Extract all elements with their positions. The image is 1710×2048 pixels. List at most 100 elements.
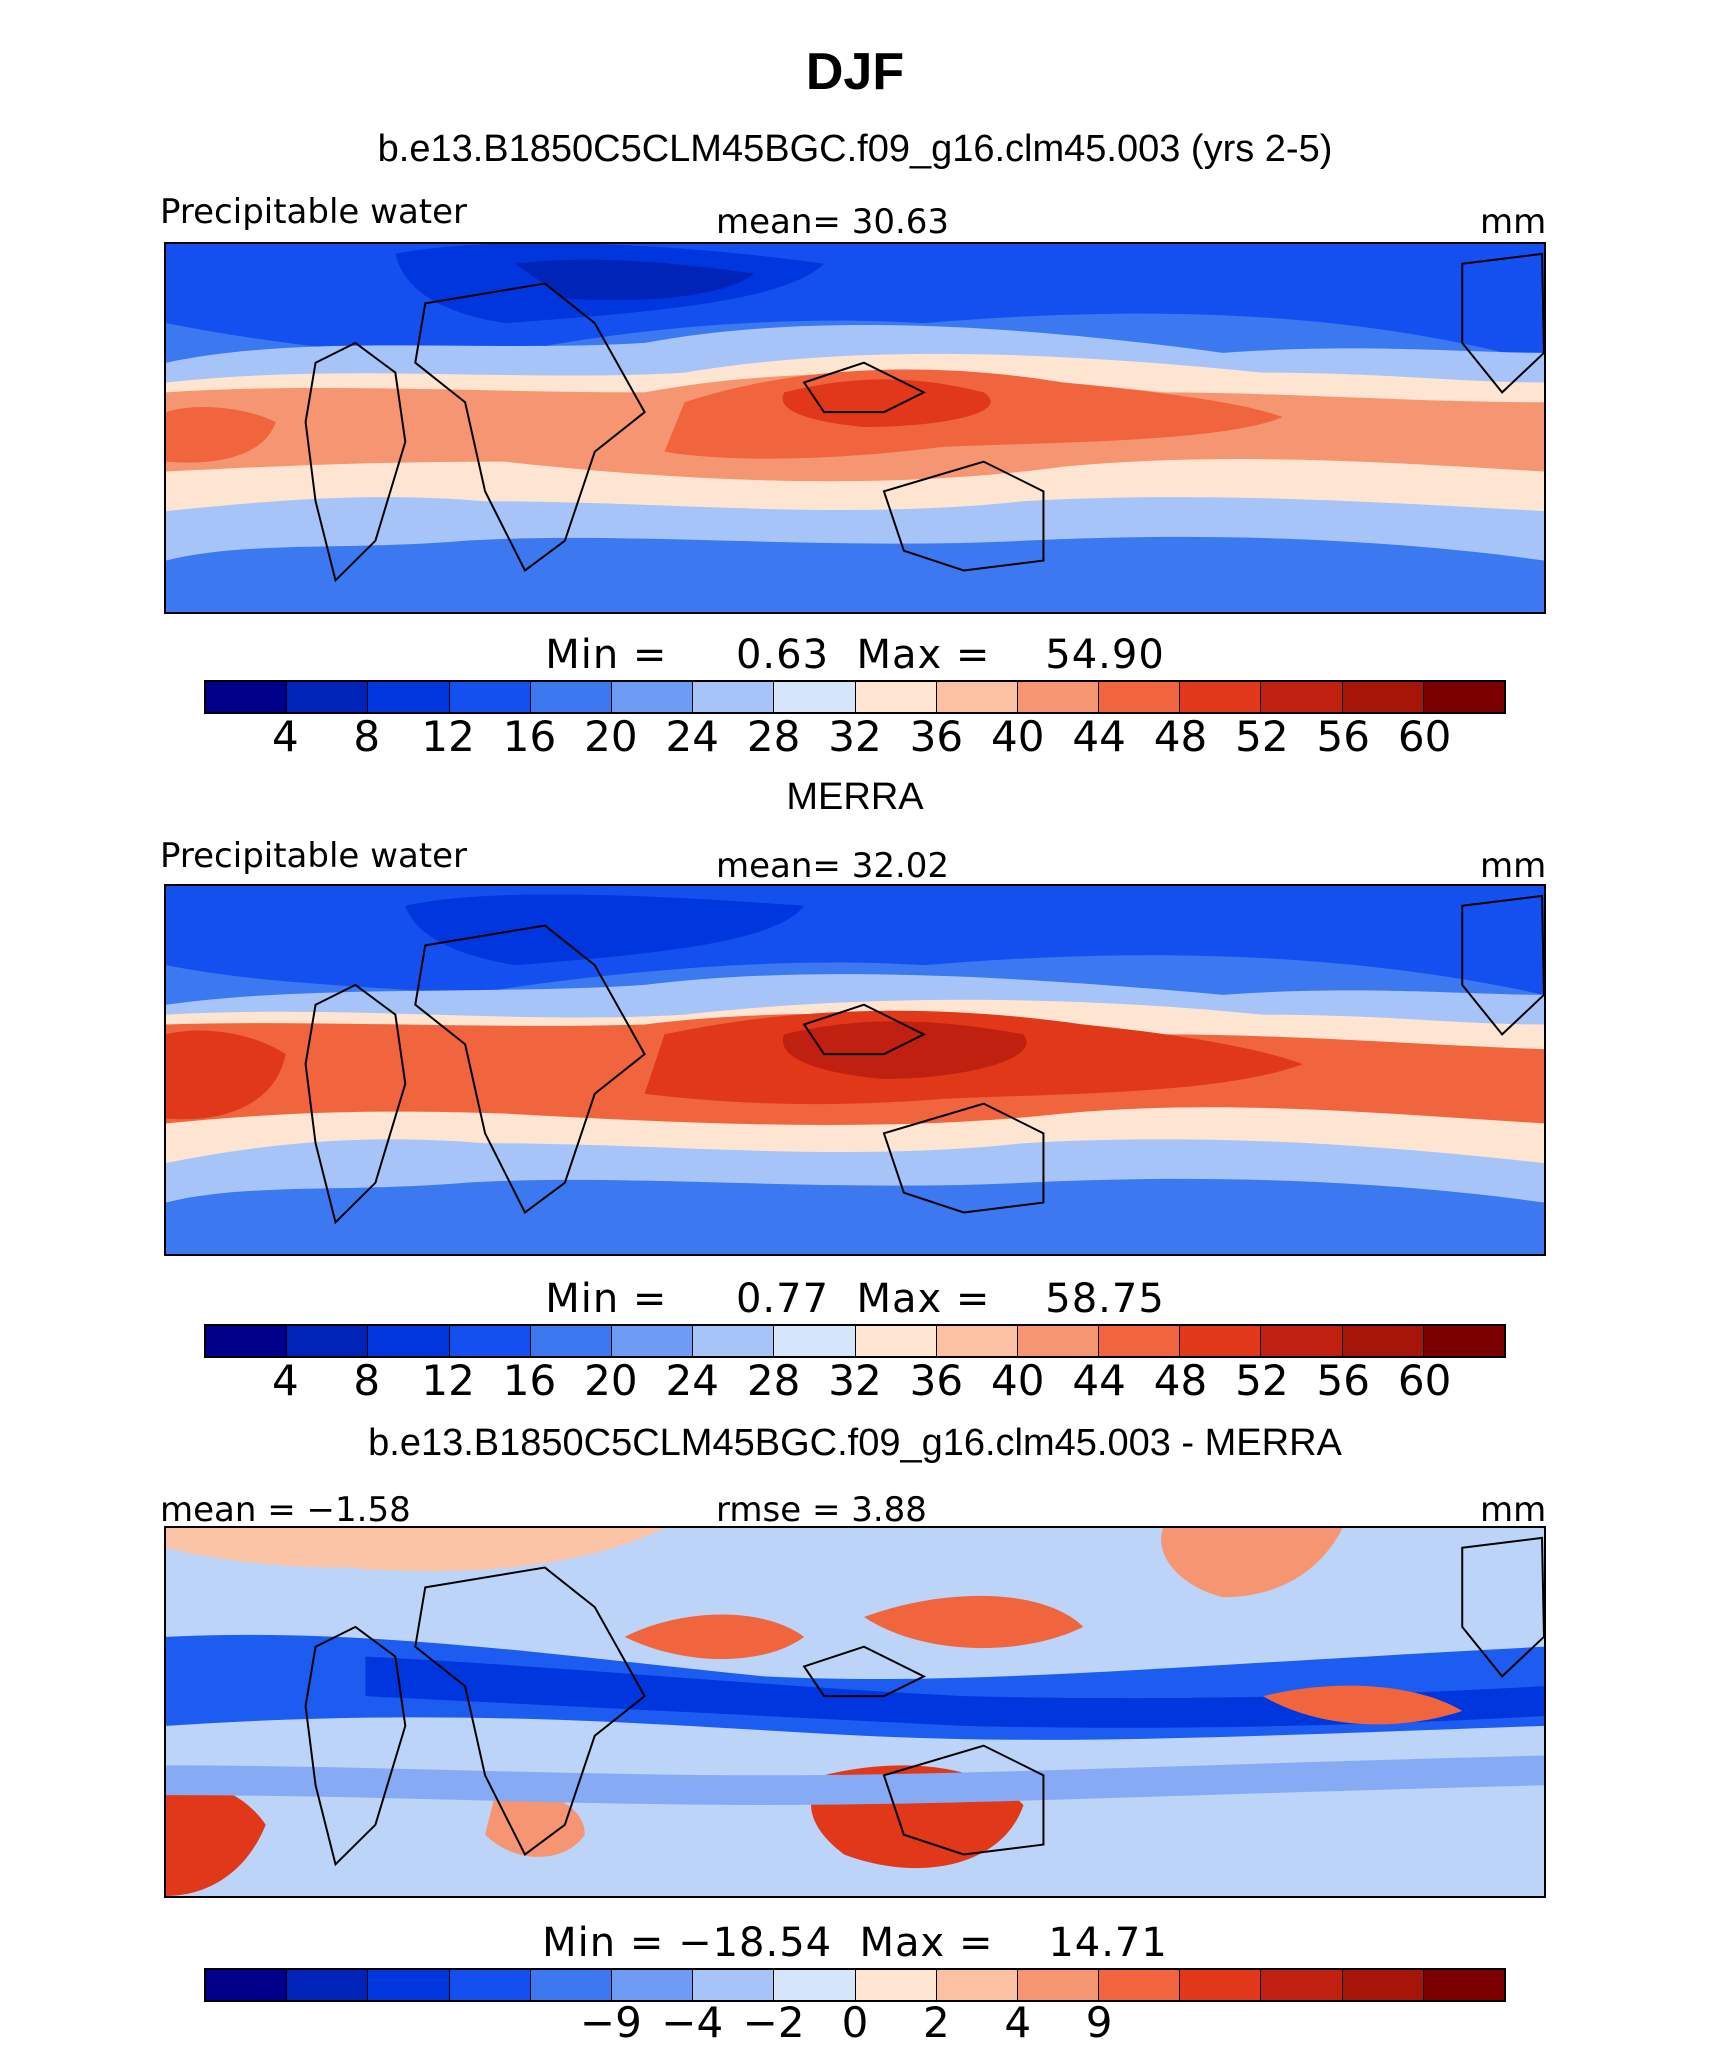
colorbar-box	[530, 1970, 612, 2000]
colorbar-box	[1342, 682, 1424, 712]
panel-3-field	[166, 1528, 1544, 1896]
colorbar-tick-label: 0	[841, 1998, 869, 2047]
colorbar-tick-label: 40	[991, 1356, 1045, 1405]
colorbar-box	[206, 682, 288, 712]
colorbar-tick-label: 2	[923, 1998, 950, 2047]
panel-1-variable-label: Precipitable water	[160, 192, 468, 232]
colorbar-box	[1261, 682, 1343, 712]
colorbar-box	[1423, 682, 1504, 712]
colorbar-tick-label: 4	[272, 712, 299, 761]
colorbar-tick-label: 12	[421, 712, 475, 761]
panel-1-colorbar-ticks: 4 8 12 16 20 24 28 32 36 40 44 48 52 56 60	[204, 712, 1506, 761]
colorbar-box	[693, 1326, 775, 1356]
colorbar-tick-label: 8	[353, 712, 381, 761]
colorbar-tick-label: −2	[742, 1998, 805, 2047]
panel-3-title: b.e13.B1850C5CLM45BGC.f09_g16.clm45.003 …	[368, 1422, 1342, 1464]
colorbar-box	[693, 1970, 775, 2000]
panel-1-field	[166, 244, 1544, 612]
colorbar-box	[287, 1970, 369, 2000]
colorbar-tick-label: 52	[1235, 1356, 1289, 1405]
colorbar-tick-label: 44	[1072, 1356, 1126, 1405]
figure-title: DJF	[805, 43, 905, 101]
colorbar-tick-label: 56	[1316, 1356, 1370, 1405]
colorbar-tick-label: 32	[828, 712, 882, 761]
colorbar-box	[1423, 1326, 1504, 1356]
colorbar-box	[368, 1326, 450, 1356]
colorbar-box	[936, 1326, 1018, 1356]
colorbar-box	[1261, 1326, 1343, 1356]
panel-3-rmse-label: rmse = 3.88	[716, 1490, 927, 1530]
panel-1-map	[164, 242, 1546, 614]
colorbar-tick-label: 9	[1085, 1998, 1113, 2047]
colorbar-tick-label: 60	[1397, 1356, 1452, 1405]
colorbar-tick-label: −4	[661, 1998, 724, 2047]
colorbar-box	[206, 1326, 288, 1356]
colorbar-box	[530, 1326, 612, 1356]
colorbar-box	[1423, 1970, 1504, 2000]
colorbar-box	[774, 1970, 856, 2000]
panel-2-units-label: mm	[1480, 846, 1547, 886]
colorbar-box	[693, 682, 775, 712]
panel-2-title: MERRA	[786, 776, 924, 818]
colorbar-box	[1017, 1326, 1100, 1356]
colorbar-tick-label: 36	[909, 1356, 964, 1405]
colorbar-box	[611, 682, 694, 712]
colorbar-tick-label: 20	[584, 1356, 638, 1405]
colorbar-tick-label: 24	[665, 712, 719, 761]
panel-2-minmax: Min = 0.77 Max = 58.75	[545, 1276, 1165, 1322]
panel-3-colorbar-ticks: −9 −4 −2 0 2 4 9	[204, 1998, 1506, 2047]
panel-3-units-label: mm	[1480, 1490, 1547, 1530]
colorbar-tick-label: 60	[1397, 712, 1452, 761]
panel-1-colorbar	[204, 680, 1506, 714]
colorbar-box	[936, 1970, 1018, 2000]
panel-1-title: b.e13.B1850C5CLM45BGC.f09_g16.clm45.003 …	[377, 128, 1333, 170]
colorbar-tick-label: 4	[272, 1356, 299, 1405]
colorbar-box	[936, 682, 1018, 712]
colorbar-box	[1099, 682, 1181, 712]
colorbar-box	[206, 1970, 288, 2000]
colorbar-box	[1180, 682, 1262, 712]
colorbar-box	[855, 682, 937, 712]
colorbar-box	[287, 682, 369, 712]
colorbar-tick-label: 48	[1153, 712, 1208, 761]
colorbar-tick-label: 28	[746, 712, 801, 761]
colorbar-box	[774, 1326, 856, 1356]
panel-2-colorbar	[204, 1324, 1506, 1358]
colorbar-box	[449, 682, 531, 712]
colorbar-tick-label: 20	[584, 712, 638, 761]
colorbar-box	[1180, 1326, 1262, 1356]
colorbar-box	[1017, 1970, 1100, 2000]
colorbar-tick-label: 56	[1316, 712, 1370, 761]
colorbar-box	[774, 682, 856, 712]
colorbar-tick-label: 12	[421, 1356, 475, 1405]
colorbar-box	[1099, 1326, 1181, 1356]
colorbar-tick-label: 40	[991, 712, 1045, 761]
panel-1-units-label: mm	[1480, 202, 1547, 242]
colorbar-tick-label: 4	[1004, 1998, 1032, 2047]
colorbar-box	[530, 682, 612, 712]
colorbar-tick-label: 44	[1072, 712, 1126, 761]
colorbar-tick-label: 36	[909, 712, 964, 761]
colorbar-box	[855, 1970, 937, 2000]
panel-2-field	[166, 886, 1544, 1254]
panel-3-mean-label: mean = −1.58	[160, 1490, 411, 1530]
panel-2-variable-label: Precipitable water	[160, 836, 468, 876]
panel-3-colorbar	[204, 1968, 1506, 2002]
colorbar-tick-label: 16	[502, 712, 557, 761]
colorbar-box	[449, 1970, 531, 2000]
panel-2-mean-label: mean= 32.02	[716, 846, 950, 886]
panel-1-mean-label: mean= 30.63	[716, 202, 950, 242]
panel-1-minmax: Min = 0.63 Max = 54.90	[545, 632, 1165, 678]
colorbar-box	[287, 1326, 369, 1356]
colorbar-box	[368, 682, 450, 712]
colorbar-tick-label: 16	[502, 1356, 557, 1405]
colorbar-box	[611, 1326, 694, 1356]
colorbar-box	[1180, 1970, 1262, 2000]
colorbar-tick-label: 52	[1235, 712, 1289, 761]
colorbar-box	[449, 1326, 531, 1356]
colorbar-tick-label: 32	[828, 1356, 882, 1405]
colorbar-box	[1342, 1970, 1424, 2000]
colorbar-box	[855, 1326, 937, 1356]
colorbar-box	[1017, 682, 1100, 712]
colorbar-tick-label: 24	[665, 1356, 719, 1405]
